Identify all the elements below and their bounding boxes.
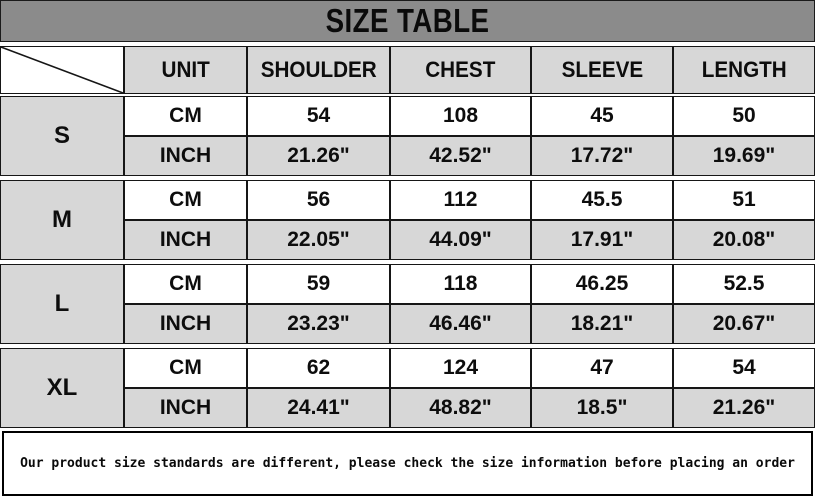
value-cell-s-inch-shoulder: 21.26" (247, 136, 390, 176)
value-cell-m-inch-length: 20.08" (673, 220, 815, 260)
size-group-l: L CM 59 118 46.25 52.5 INCH 23.23" 46.46… (0, 264, 815, 344)
unit-label-inch: INCH (124, 388, 247, 428)
value-cell-l-cm-length: 52.5 (673, 264, 815, 304)
value-cell-m-cm-length: 51 (673, 180, 815, 220)
size-label: L (0, 264, 124, 344)
size-group-xl: XL CM 62 124 47 54 INCH 24.41" 48.82" 18… (0, 348, 815, 428)
value-cell-xl-inch-length: 21.26" (673, 388, 815, 428)
value-cell-m-cm-shoulder: 56 (247, 180, 390, 220)
value-cell-s-inch-length: 19.69" (673, 136, 815, 176)
size-label: M (0, 180, 124, 260)
value-cell-l-cm-shoulder: 59 (247, 264, 390, 304)
unit-label-inch: INCH (124, 220, 247, 260)
page-title: SIZE TABLE (325, 2, 490, 39)
size-label: XL (0, 348, 124, 428)
value-cell-xl-inch-shoulder: 24.41" (247, 388, 390, 428)
size-group-s: S CM 54 108 45 50 INCH 21.26" 42.52" 17.… (0, 96, 815, 176)
page-title-bar: SIZE TABLE (0, 0, 815, 42)
unit-label-cm: CM (124, 264, 247, 304)
value-cell-m-cm-chest: 112 (390, 180, 531, 220)
value-cell-l-cm-chest: 118 (390, 264, 531, 304)
header-cell-unit: UNIT (124, 46, 247, 94)
value-cell-xl-cm-shoulder: 62 (247, 348, 390, 388)
value-cell-xl-cm-length: 54 (673, 348, 815, 388)
header-cell-shoulder: SHOULDER (247, 46, 390, 94)
value-cell-m-inch-sleeve: 17.91" (531, 220, 673, 260)
value-cell-s-cm-shoulder: 54 (247, 96, 390, 136)
value-cell-m-cm-sleeve: 45.5 (531, 180, 673, 220)
value-cell-l-inch-length: 20.67" (673, 304, 815, 344)
value-cell-s-inch-chest: 42.52" (390, 136, 531, 176)
value-cell-s-cm-sleeve: 45 (531, 96, 673, 136)
header-cell-chest: CHEST (390, 46, 531, 94)
value-cell-s-cm-chest: 108 (390, 96, 531, 136)
value-cell-s-cm-length: 50 (673, 96, 815, 136)
size-group-m: M CM 56 112 45.5 51 INCH 22.05" 44.09" 1… (0, 180, 815, 260)
value-cell-xl-cm-chest: 124 (390, 348, 531, 388)
header-cell-sleeve: SLEEVE (531, 46, 673, 94)
size-disclaimer-text: Our product size standards are different… (20, 456, 795, 471)
value-cell-m-inch-chest: 44.09" (390, 220, 531, 260)
unit-label-cm: CM (124, 96, 247, 136)
value-cell-xl-inch-sleeve: 18.5" (531, 388, 673, 428)
value-cell-xl-cm-sleeve: 47 (531, 348, 673, 388)
value-cell-l-inch-sleeve: 18.21" (531, 304, 673, 344)
value-cell-m-inch-shoulder: 22.05" (247, 220, 390, 260)
value-cell-l-cm-sleeve: 46.25 (531, 264, 673, 304)
value-cell-l-inch-shoulder: 23.23" (247, 304, 390, 344)
size-label: S (0, 96, 124, 176)
header-cell-length: LENGTH (673, 46, 815, 94)
value-cell-xl-inch-chest: 48.82" (390, 388, 531, 428)
unit-label-inch: INCH (124, 136, 247, 176)
table-header-row: UNIT SHOULDER CHEST SLEEVE LENGTH (0, 46, 815, 94)
size-disclaimer-box: Our product size standards are different… (2, 431, 813, 496)
unit-label-cm: CM (124, 348, 247, 388)
corner-cell (0, 46, 124, 94)
unit-label-inch: INCH (124, 304, 247, 344)
diagonal-line (1, 47, 123, 93)
value-cell-l-inch-chest: 46.46" (390, 304, 531, 344)
value-cell-s-inch-sleeve: 17.72" (531, 136, 673, 176)
unit-label-cm: CM (124, 180, 247, 220)
